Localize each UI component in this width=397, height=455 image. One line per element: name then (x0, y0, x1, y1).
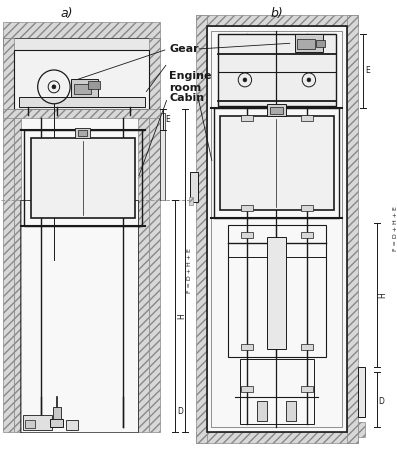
Bar (241, 386, 252, 392)
Bar (241, 344, 252, 350)
Bar (270, 107, 283, 114)
Bar (19, 97, 145, 107)
Bar (347, 15, 358, 443)
Bar (50, 419, 64, 427)
Bar (74, 84, 91, 94)
Bar (207, 26, 347, 432)
Text: E: E (166, 115, 170, 124)
Bar (14, 118, 21, 432)
Bar (78, 130, 87, 136)
Bar (358, 367, 365, 417)
Text: b): b) (270, 7, 283, 20)
Bar (196, 15, 207, 443)
Bar (3, 22, 160, 38)
Bar (301, 115, 313, 121)
Bar (207, 26, 347, 432)
Text: D: D (379, 397, 385, 406)
Text: F = D + H + E: F = D + H + E (393, 207, 397, 252)
Bar (214, 108, 339, 218)
Bar (267, 104, 286, 116)
Text: H: H (379, 292, 387, 298)
Text: E: E (365, 66, 370, 76)
Bar (220, 116, 334, 210)
Bar (316, 40, 325, 47)
Bar (191, 172, 198, 202)
Bar (218, 34, 335, 106)
Bar (301, 205, 313, 211)
Text: D: D (177, 407, 183, 416)
Bar (241, 205, 252, 211)
Bar (66, 420, 78, 430)
Circle shape (243, 78, 247, 82)
Bar (24, 130, 142, 226)
Bar (301, 386, 313, 392)
Bar (267, 237, 286, 349)
Bar (3, 109, 160, 118)
Bar (301, 344, 313, 350)
Bar (228, 225, 326, 357)
Bar (241, 232, 252, 238)
Bar (88, 81, 100, 89)
Bar (21, 200, 138, 432)
Bar (149, 38, 160, 432)
Circle shape (307, 78, 311, 82)
Bar (23, 415, 52, 430)
Bar (53, 407, 61, 419)
Bar (286, 401, 295, 421)
Bar (3, 38, 14, 432)
Bar (14, 50, 149, 109)
Bar (138, 118, 149, 432)
Text: Cabin: Cabin (170, 93, 204, 103)
Circle shape (52, 85, 56, 89)
Bar (358, 422, 365, 437)
Bar (160, 113, 165, 200)
Bar (189, 197, 193, 205)
Bar (240, 359, 314, 424)
Bar (71, 79, 98, 97)
Bar (25, 420, 35, 428)
Bar (295, 34, 323, 52)
Bar (212, 31, 342, 427)
Bar (3, 38, 160, 50)
Bar (257, 401, 267, 421)
Text: a): a) (60, 7, 73, 20)
Text: H: H (177, 313, 186, 319)
Bar (297, 39, 315, 49)
Bar (196, 432, 358, 443)
Text: F = D + H + E: F = D + H + E (187, 248, 192, 293)
Bar (14, 38, 149, 432)
Bar (196, 15, 358, 26)
Text: Gear: Gear (170, 44, 199, 54)
Bar (31, 137, 135, 218)
Bar (241, 115, 252, 121)
Text: Engine
room: Engine room (170, 71, 212, 92)
Bar (301, 232, 313, 238)
Bar (75, 127, 90, 137)
